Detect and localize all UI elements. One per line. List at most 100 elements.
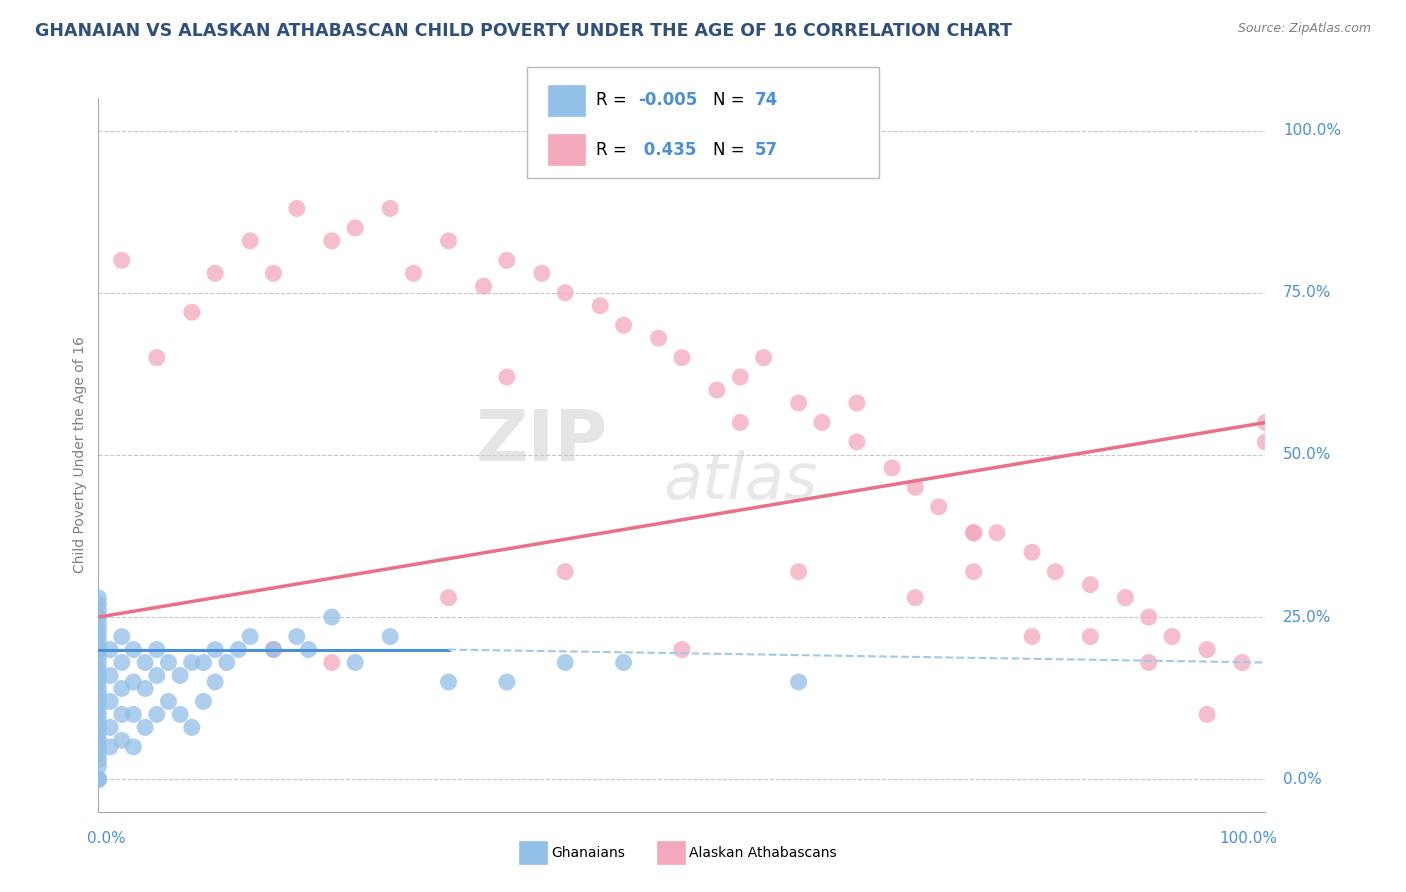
Point — [612, 656, 634, 670]
Point — [262, 266, 284, 280]
Text: 75.0%: 75.0% — [1282, 285, 1331, 301]
Point — [1197, 707, 1219, 722]
Point — [904, 480, 927, 494]
Point — [1080, 630, 1102, 644]
Point — [1114, 591, 1136, 605]
Point — [87, 772, 110, 787]
Text: Ghanaians: Ghanaians — [551, 846, 626, 860]
Point — [1137, 610, 1160, 624]
Point — [904, 591, 927, 605]
Point — [285, 630, 308, 644]
Point — [239, 630, 262, 644]
Point — [1021, 545, 1043, 559]
Point — [87, 727, 110, 741]
Point — [321, 234, 343, 248]
Point — [122, 739, 145, 754]
Point — [87, 610, 110, 624]
Point — [496, 253, 519, 268]
Text: R =: R = — [596, 91, 633, 110]
Point — [87, 701, 110, 715]
Point — [87, 759, 110, 773]
Point — [87, 772, 110, 787]
Point — [87, 707, 110, 722]
Point — [87, 694, 110, 708]
Point — [87, 662, 110, 676]
Point — [262, 642, 284, 657]
Point — [122, 675, 145, 690]
Text: -0.005: -0.005 — [638, 91, 697, 110]
Point — [87, 642, 110, 657]
Point — [87, 772, 110, 787]
Point — [87, 636, 110, 650]
Point — [87, 747, 110, 761]
Point — [146, 351, 169, 365]
Point — [321, 656, 343, 670]
Text: 0.0%: 0.0% — [1282, 772, 1322, 787]
Text: 100.0%: 100.0% — [1282, 123, 1341, 138]
Point — [111, 630, 134, 644]
Point — [496, 370, 519, 384]
Point — [437, 234, 460, 248]
Point — [98, 720, 121, 734]
Text: atlas: atlas — [664, 450, 817, 512]
Point — [1137, 656, 1160, 670]
Point — [146, 642, 169, 657]
Point — [98, 642, 121, 657]
Point — [928, 500, 950, 514]
Point — [111, 253, 134, 268]
Point — [472, 279, 495, 293]
Text: N =: N = — [713, 141, 749, 159]
Point — [846, 396, 869, 410]
Point — [1045, 565, 1067, 579]
Point — [204, 266, 226, 280]
Point — [228, 642, 250, 657]
Point — [846, 434, 869, 449]
Point — [215, 656, 238, 670]
Y-axis label: Child Poverty Under the Age of 16: Child Poverty Under the Age of 16 — [73, 336, 87, 574]
Point — [671, 351, 693, 365]
Point — [239, 234, 262, 248]
Point — [180, 305, 202, 319]
Point — [554, 656, 576, 670]
Point — [87, 714, 110, 728]
Point — [87, 604, 110, 618]
Point — [297, 642, 319, 657]
Text: N =: N = — [713, 91, 749, 110]
Text: Alaskan Athabascans: Alaskan Athabascans — [689, 846, 837, 860]
Point — [111, 707, 134, 722]
Point — [146, 668, 169, 682]
Text: GHANAIAN VS ALASKAN ATHABASCAN CHILD POVERTY UNDER THE AGE OF 16 CORRELATION CHA: GHANAIAN VS ALASKAN ATHABASCAN CHILD POV… — [35, 22, 1012, 40]
Point — [1254, 434, 1277, 449]
Point — [180, 720, 202, 734]
Point — [204, 675, 226, 690]
Point — [169, 707, 191, 722]
Point — [87, 648, 110, 663]
Point — [1021, 630, 1043, 644]
Point — [87, 668, 110, 682]
Point — [706, 383, 728, 397]
Point — [1161, 630, 1184, 644]
Text: R =: R = — [596, 141, 633, 159]
Point — [1230, 656, 1253, 670]
Point — [344, 220, 367, 235]
Point — [962, 525, 984, 540]
Point — [111, 681, 134, 696]
Point — [496, 675, 519, 690]
Point — [811, 416, 834, 430]
Point — [1197, 642, 1219, 657]
Point — [730, 416, 752, 430]
Point — [146, 707, 169, 722]
Point — [87, 591, 110, 605]
Point — [530, 266, 553, 280]
Point — [1080, 577, 1102, 591]
Text: 0.435: 0.435 — [638, 141, 697, 159]
Point — [157, 694, 180, 708]
Point — [98, 668, 121, 682]
Text: 0.0%: 0.0% — [87, 831, 125, 847]
Point — [87, 739, 110, 754]
Point — [730, 370, 752, 384]
Point — [787, 675, 810, 690]
Text: ZIP: ZIP — [475, 408, 607, 476]
Text: 25.0%: 25.0% — [1282, 609, 1331, 624]
Point — [344, 656, 367, 670]
